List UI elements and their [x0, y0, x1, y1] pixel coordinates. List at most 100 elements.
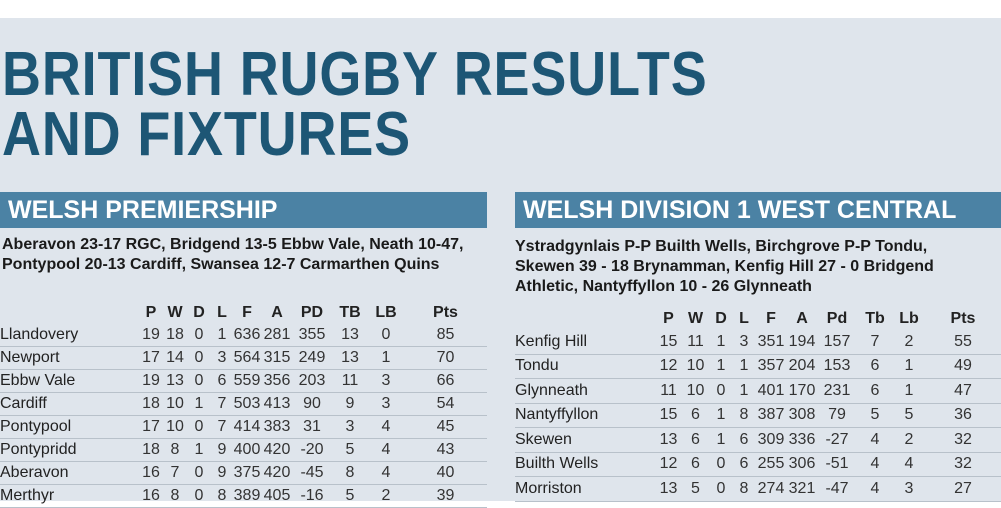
column-header: TB	[339, 304, 361, 321]
number-cell: 11	[655, 378, 682, 404]
number-cell: 3	[893, 476, 925, 502]
table-row: Pontypool 17 10 0 7 414 383 31 3 4 45	[0, 415, 487, 439]
number-cell: 13	[332, 346, 368, 370]
page-title: AND FIXTURES	[2, 100, 412, 169]
number-cell: 6	[857, 354, 893, 379]
number-cell: 10	[164, 392, 186, 416]
number-cell: 231	[817, 378, 857, 404]
number-cell: 32	[925, 452, 1001, 477]
header-row: P W D L F A Pd Tb Lb Pts	[515, 308, 1001, 330]
number-cell: 0	[709, 378, 733, 404]
number-cell: 13	[655, 427, 682, 453]
number-cell: 355	[292, 324, 332, 347]
number-cell: 6	[682, 452, 709, 477]
header-row: P W D L F A PD TB LB Pts	[0, 302, 487, 324]
number-cell: 5	[332, 438, 368, 462]
number-cell: -45	[292, 461, 332, 485]
number-cell: 7	[212, 415, 232, 439]
number-cell: 170	[787, 378, 817, 404]
column-header	[0, 302, 138, 324]
number-cell: 3	[733, 330, 755, 355]
table-row: Llandovery 19 18 0 1 636 281 355 13 0 85	[0, 324, 487, 347]
number-cell: 13	[655, 476, 682, 502]
number-cell: 0	[186, 461, 212, 485]
column-header: Pd	[826, 310, 848, 327]
table-row: Morriston 13 5 0 8 274 321 -47 4 3 27	[515, 476, 1001, 502]
number-cell: 4	[857, 427, 893, 453]
number-cell: 420	[262, 461, 292, 485]
number-cell: 503	[232, 392, 262, 416]
number-cell: 1	[709, 354, 733, 379]
number-cell: 0	[186, 415, 212, 439]
number-cell: 8	[332, 461, 368, 485]
column-header: Pts	[433, 304, 458, 321]
number-cell: 14	[164, 346, 186, 370]
team-name: Aberavon	[0, 461, 138, 485]
column-header	[515, 308, 655, 330]
number-cell: 6	[682, 427, 709, 453]
column-header: F	[242, 304, 252, 321]
column-header: A	[796, 310, 808, 327]
number-cell: 274	[755, 476, 787, 502]
number-cell: 10	[682, 354, 709, 379]
number-cell: 1	[893, 378, 925, 404]
number-cell: 1	[893, 354, 925, 379]
column-header: LB	[375, 304, 397, 321]
number-cell: 16	[138, 484, 164, 508]
number-cell: 321	[787, 476, 817, 502]
team-name: Llandovery	[0, 324, 138, 347]
number-cell: 357	[755, 354, 787, 379]
column-header: PD	[300, 304, 324, 321]
table-row: Builth Wells 12 6 0 6 255 306 -51 4 4 32	[515, 452, 1001, 477]
number-cell: 0	[186, 346, 212, 370]
number-cell: -20	[292, 438, 332, 462]
number-cell: 4	[368, 438, 404, 462]
number-cell: -27	[817, 427, 857, 453]
number-cell: 420	[262, 438, 292, 462]
number-cell: 7	[857, 330, 893, 355]
team-name: Morriston	[515, 476, 655, 502]
league-table: P W D L F A Pd Tb Lb Pts Kenfig Hill 15 11 1 3 351 194 15…	[515, 308, 1001, 502]
number-cell: 356	[262, 369, 292, 393]
table-row: Tondu 12 10 1 1 357 204 153 6 1 49	[515, 354, 1001, 379]
team-name: Builth Wells	[515, 452, 655, 477]
number-cell: 8	[164, 438, 186, 462]
number-cell: 15	[655, 403, 682, 428]
number-cell: 7	[164, 461, 186, 485]
table-row: Merthyr 16 8 0 8 389 405 -16 5 2 39	[0, 484, 487, 508]
number-cell: 249	[292, 346, 332, 370]
number-cell: 5	[857, 403, 893, 428]
number-cell: 0	[186, 484, 212, 508]
team-name: Kenfig Hill	[515, 330, 655, 355]
number-cell: 12	[655, 354, 682, 379]
number-cell: 0	[368, 324, 404, 347]
number-cell: 54	[404, 392, 487, 416]
team-name: Merthyr	[0, 484, 138, 508]
number-cell: 194	[787, 330, 817, 355]
team-name: Nantyffyllon	[515, 403, 655, 428]
column-header: P	[145, 304, 157, 321]
number-cell: 383	[262, 415, 292, 439]
number-cell: 308	[787, 403, 817, 428]
team-name: Cardiff	[0, 392, 138, 416]
number-cell: 559	[232, 369, 262, 393]
number-cell: 0	[186, 324, 212, 347]
number-cell: 203	[292, 369, 332, 393]
number-cell: 400	[232, 438, 262, 462]
number-cell: 66	[404, 369, 487, 393]
number-cell: 255	[755, 452, 787, 477]
number-cell: 4	[857, 476, 893, 502]
team-name: Pontypridd	[0, 438, 138, 462]
table-row: Skewen 13 6 1 6 309 336 -27 4 2 32	[515, 427, 1001, 453]
number-cell: 10	[164, 415, 186, 439]
number-cell: 157	[817, 330, 857, 355]
number-cell: 7	[212, 392, 232, 416]
number-cell: 8	[212, 484, 232, 508]
number-cell: 0	[186, 369, 212, 393]
number-cell: 70	[404, 346, 487, 370]
column-header: Lb	[899, 310, 919, 327]
number-cell: 4	[893, 452, 925, 477]
number-cell: -16	[292, 484, 332, 508]
number-cell: 405	[262, 484, 292, 508]
